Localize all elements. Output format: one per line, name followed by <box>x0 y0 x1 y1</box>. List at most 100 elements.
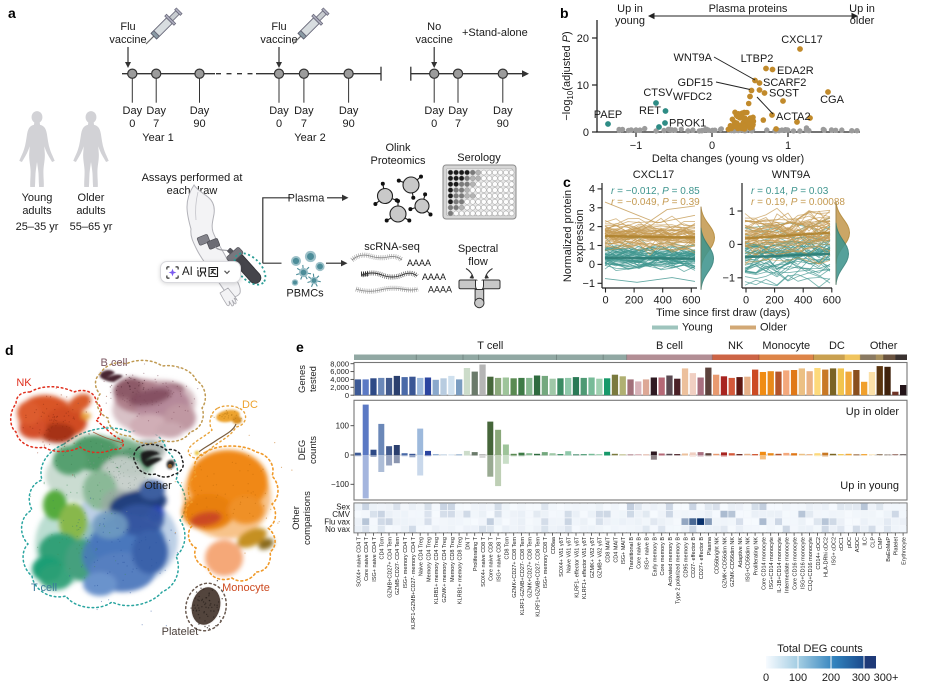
svg-text:expression: expression <box>574 209 586 262</box>
svg-text:SOX4+ naive CD4 T: SOX4+ naive CD4 T <box>356 536 362 587</box>
svg-text:CD8aa: CD8aa <box>551 536 557 554</box>
svg-text:GZMB+CD27+ CD4 Tem: GZMB+CD27+ CD4 Tem <box>387 537 393 598</box>
svg-text:GZMK+ memory CD4 Treg: GZMK+ memory CD4 Treg <box>442 537 448 603</box>
svg-text:Monocyte: Monocyte <box>762 340 810 352</box>
svg-text:CXCL17: CXCL17 <box>781 34 823 46</box>
svg-text:Other: Other <box>144 480 172 492</box>
svg-text:vaccine: vaccine <box>260 34 297 46</box>
svg-text:WNT9A: WNT9A <box>674 52 713 64</box>
svg-text:e: e <box>296 339 304 355</box>
svg-text:CTSV: CTSV <box>643 87 673 99</box>
svg-text:Early memory B: Early memory B <box>652 537 658 576</box>
svg-text:Memory CD8 Treg: Memory CD8 Treg <box>450 537 456 582</box>
svg-text:Year 2: Year 2 <box>294 132 325 144</box>
svg-text:r = 0.14, P = 0.03: r = 0.14, P = 0.03 <box>751 186 829 197</box>
svg-text:300+: 300+ <box>874 672 899 684</box>
svg-text:SOX4+ naive CD8 T: SOX4+ naive CD8 T <box>481 536 487 587</box>
svg-text:GZMB+ Vδ2 γδT: GZMB+ Vδ2 γδT <box>598 536 604 578</box>
svg-text:Proteomics: Proteomics <box>370 155 426 167</box>
svg-text:KLRB1+ memory CD8 Treg: KLRB1+ memory CD8 Treg <box>458 537 464 604</box>
svg-text:Day: Day <box>269 105 289 117</box>
svg-text:ASDC: ASDC <box>855 537 861 552</box>
svg-text:600: 600 <box>823 295 841 307</box>
svg-text:DC: DC <box>829 340 845 352</box>
svg-text:0: 0 <box>345 451 350 460</box>
svg-text:0: 0 <box>129 118 135 130</box>
svg-text:Young: Young <box>22 192 53 204</box>
svg-text:CD4 MAIT: CD4 MAIT <box>613 536 619 562</box>
svg-text:CD56bright NK: CD56bright NK <box>715 537 721 574</box>
svg-text:25–35 yr: 25–35 yr <box>16 221 59 233</box>
svg-text:RET: RET <box>639 105 661 117</box>
svg-text:4: 4 <box>589 184 595 196</box>
svg-text:ISG+ memory CD8 T: ISG+ memory CD8 T <box>543 536 549 588</box>
svg-text:CD8 Tcm: CD8 Tcm <box>504 537 510 560</box>
svg-text:Olink: Olink <box>385 142 411 154</box>
svg-text:200: 200 <box>822 672 840 684</box>
svg-text:Transitional B: Transitional B <box>629 537 635 571</box>
svg-text:r = 0.19, P = 0.00088: r = 0.19, P = 0.00088 <box>751 197 845 208</box>
svg-text:100: 100 <box>336 422 350 431</box>
svg-text:7: 7 <box>301 118 307 130</box>
svg-text:Day: Day <box>294 105 314 117</box>
svg-text:Core naive CD8 T: Core naive CD8 T <box>489 536 495 581</box>
svg-text:EDA2R: EDA2R <box>777 65 814 77</box>
svg-text:AAAA: AAAA <box>428 285 452 295</box>
svg-text:CD4 Tcm: CD4 Tcm <box>380 537 386 560</box>
svg-text:Plasma proteins: Plasma proteins <box>709 3 788 15</box>
svg-text:−1: −1 <box>630 140 643 152</box>
svg-text:No: No <box>427 21 441 33</box>
svg-text:6,000: 6,000 <box>330 367 349 376</box>
svg-text:Flu: Flu <box>120 21 135 33</box>
svg-text:SCARF2: SCARF2 <box>763 77 806 89</box>
svg-text:b: b <box>560 5 569 21</box>
svg-text:cDC1: cDC1 <box>839 537 845 551</box>
svg-text:2,000: 2,000 <box>330 383 349 392</box>
svg-text:Sex: Sex <box>336 503 350 512</box>
svg-text:Naive Vδ1 γδT: Naive Vδ1 γδT <box>567 536 573 573</box>
svg-text:T cell: T cell <box>477 340 503 352</box>
svg-text:older: older <box>850 15 875 27</box>
svg-text:0: 0 <box>743 295 749 307</box>
svg-text:NK: NK <box>16 377 32 389</box>
svg-text:0: 0 <box>763 672 769 684</box>
svg-text:Up in young: Up in young <box>840 480 899 492</box>
svg-text:Erythrocyte: Erythrocyte <box>902 537 908 565</box>
svg-text:90: 90 <box>497 118 509 130</box>
svg-text:0: 0 <box>345 391 349 400</box>
svg-text:Activated memory B: Activated memory B <box>668 537 674 587</box>
svg-text:Platelet: Platelet <box>894 537 900 556</box>
svg-text:Genes: Genes <box>297 365 308 393</box>
svg-text:600: 600 <box>682 295 700 307</box>
svg-text:ISG+ memory CD4 T: ISG+ memory CD4 T <box>403 536 409 588</box>
svg-text:400: 400 <box>794 295 812 307</box>
svg-text:B cell: B cell <box>656 340 683 352</box>
svg-text:Day: Day <box>339 105 359 117</box>
svg-text:Flu: Flu <box>271 21 286 33</box>
svg-text:ISG+CD16 monocyte: ISG+CD16 monocyte <box>800 537 806 589</box>
svg-text:0: 0 <box>583 127 589 139</box>
svg-text:Up in: Up in <box>617 3 643 15</box>
svg-text:Delta changes (young vs older): Delta changes (young vs older) <box>652 153 804 165</box>
svg-text:Other: Other <box>291 506 302 530</box>
svg-text:CGA: CGA <box>820 94 845 106</box>
svg-text:ILC: ILC <box>863 537 869 546</box>
svg-text:Plasma: Plasma <box>707 536 713 555</box>
svg-text:adults: adults <box>76 205 106 217</box>
svg-text:CD27+ effector B: CD27+ effector B <box>699 537 705 580</box>
svg-text:vaccine: vaccine <box>416 34 453 46</box>
svg-text:0: 0 <box>431 118 437 130</box>
svg-text:C1Q+CD16 monocyte: C1Q+CD16 monocyte <box>808 537 814 591</box>
svg-text:Platelet: Platelet <box>162 626 199 638</box>
svg-text:T cell: T cell <box>31 582 57 594</box>
svg-text:−1: −1 <box>582 278 595 290</box>
svg-text:CD27- effector B: CD27- effector B <box>691 537 697 578</box>
svg-text:8,000: 8,000 <box>330 359 349 368</box>
svg-text:0: 0 <box>589 259 595 271</box>
svg-text:4,000: 4,000 <box>330 375 349 384</box>
svg-text:0: 0 <box>709 140 715 152</box>
svg-text:pDC: pDC <box>847 537 853 548</box>
svg-text:PAEP: PAEP <box>594 109 623 121</box>
svg-text:AAAA: AAAA <box>422 272 446 282</box>
svg-text:vaccine: vaccine <box>109 34 146 46</box>
